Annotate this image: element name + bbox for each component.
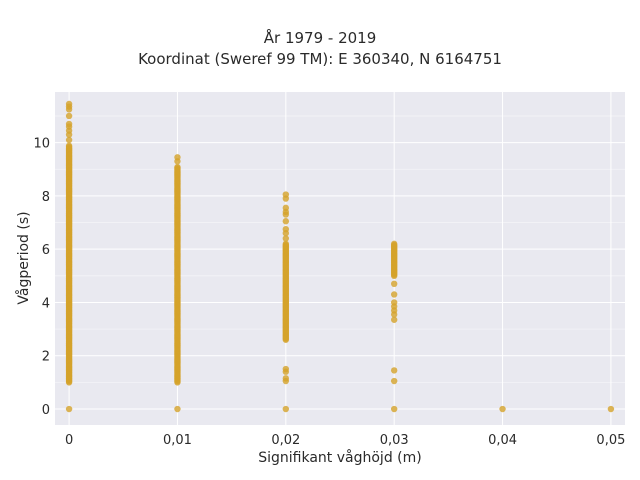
data-point bbox=[65, 405, 73, 413]
data-point bbox=[282, 365, 290, 373]
data-point bbox=[607, 405, 615, 413]
data-point bbox=[282, 235, 290, 242]
data-point bbox=[174, 405, 181, 413]
data-point bbox=[282, 405, 290, 413]
chart-subtitle: Koordinat (Sweref 99 TM): E 360340, N 61… bbox=[138, 50, 502, 68]
x-tick-label: 0,02 bbox=[271, 433, 300, 448]
data-point bbox=[65, 136, 73, 144]
plot-area bbox=[55, 92, 625, 425]
x-tick-label: 0,04 bbox=[488, 433, 517, 448]
data-point bbox=[390, 367, 398, 374]
y-axis-label: Vågperiod (s) bbox=[15, 211, 32, 304]
data-point bbox=[174, 163, 181, 171]
data-point bbox=[282, 191, 290, 198]
data-point bbox=[390, 405, 398, 413]
x-tick-label: 0,01 bbox=[163, 433, 192, 448]
y-tick-label: 8 bbox=[42, 190, 50, 205]
x-tick-label: 0,03 bbox=[380, 433, 409, 448]
y-tick-label: 6 bbox=[42, 243, 50, 258]
y-tick-labels: 0 2 4 6 8 10 bbox=[33, 137, 50, 418]
data-point bbox=[65, 120, 73, 128]
y-tick-label: 4 bbox=[42, 296, 50, 311]
y-tick-label: 0 bbox=[42, 403, 50, 418]
y-tick-label: 10 bbox=[33, 137, 50, 152]
data-point bbox=[282, 240, 290, 248]
data-point bbox=[390, 377, 398, 385]
data-point bbox=[65, 112, 73, 120]
data-point bbox=[65, 142, 73, 150]
data-point bbox=[499, 405, 506, 413]
data-point bbox=[282, 375, 290, 382]
data-point bbox=[282, 204, 290, 212]
data-point bbox=[174, 154, 181, 161]
y-tick-label: 2 bbox=[42, 350, 50, 365]
data-point bbox=[390, 291, 398, 298]
chart-title: År 1979 - 2019 bbox=[263, 29, 377, 47]
data-point bbox=[65, 100, 73, 108]
x-tick-label: 0,05 bbox=[596, 433, 625, 448]
data-point bbox=[390, 299, 398, 306]
data-point bbox=[282, 225, 290, 233]
data-points bbox=[65, 100, 615, 413]
data-point bbox=[390, 316, 398, 323]
x-tick-label: 0 bbox=[65, 433, 73, 448]
data-point bbox=[390, 280, 398, 288]
x-axis-label: Signifikant våghöjd (m) bbox=[258, 449, 421, 466]
data-point bbox=[390, 240, 398, 248]
data-point bbox=[282, 218, 290, 225]
x-tick-labels: 0 0,01 0,02 0,03 0,04 0,05 bbox=[65, 433, 625, 448]
